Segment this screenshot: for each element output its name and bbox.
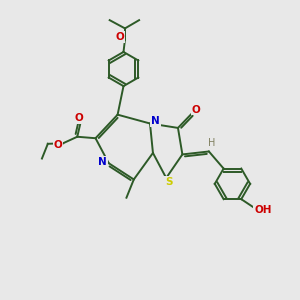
Text: O: O (74, 113, 83, 123)
Text: O: O (53, 140, 62, 150)
Text: H: H (208, 138, 215, 148)
Text: O: O (115, 32, 124, 42)
Text: OH: OH (254, 205, 272, 215)
Text: N: N (151, 116, 160, 126)
Text: N: N (98, 157, 107, 167)
Text: O: O (192, 105, 201, 115)
Text: S: S (165, 176, 172, 187)
